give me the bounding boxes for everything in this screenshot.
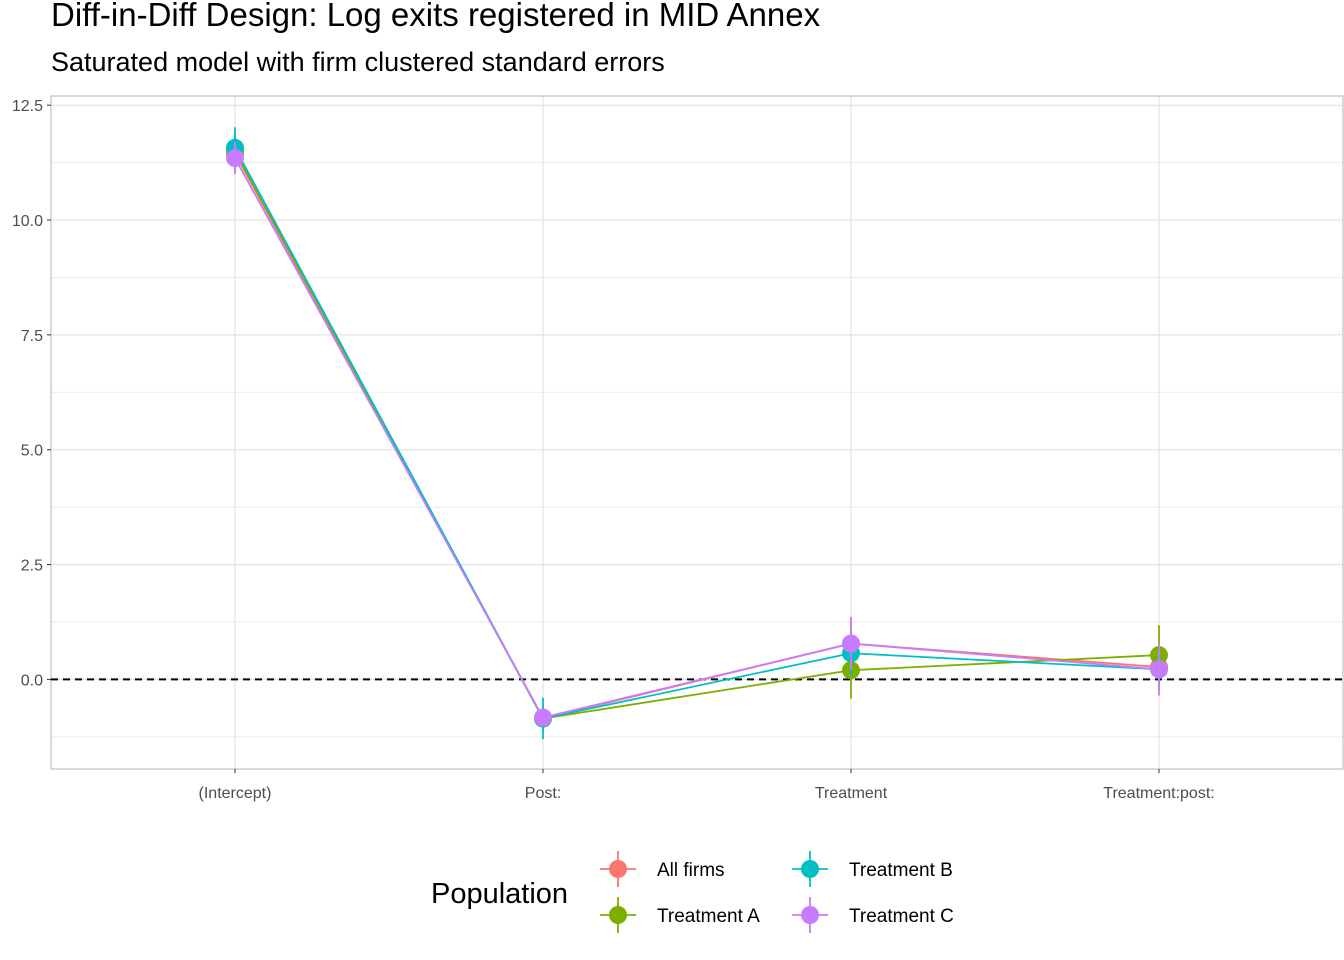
x-tick-label: (Intercept): [199, 785, 272, 802]
legend-key-point: [609, 906, 627, 924]
x-tick-label: Treatment: [815, 785, 888, 802]
legend-label: All firms: [657, 860, 725, 881]
legend-label: Treatment B: [849, 860, 953, 881]
legend-label: Treatment C: [849, 906, 954, 927]
y-axis: 0.0 2.5 5.0 7.5 10.0 12.5: [12, 98, 51, 689]
data-point: [1150, 660, 1168, 679]
panel-border: [50, 95, 1344, 770]
chart-title: Diff-in-Diff Design: Log exits registere…: [51, 0, 821, 33]
series-all-firms: [226, 135, 1168, 730]
legend-item-treatment-b: Treatment B: [792, 851, 953, 887]
legend-item-all-firms: All firms: [600, 851, 725, 887]
x-axis: (Intercept) Post: Treatment Treatment:post:: [199, 769, 1215, 802]
series-layer: [226, 127, 1168, 740]
x-tick-label: Treatment:post:: [1103, 785, 1214, 802]
legend-item-treatment-a: Treatment A: [600, 897, 760, 933]
legend: Population All firms Treatment A Treatment …: [431, 851, 954, 933]
legend-key-point: [801, 860, 819, 878]
y-tick-label: 12.5: [12, 98, 43, 115]
series-treatment-c: [226, 141, 1168, 727]
legend-item-treatment-c: Treatment C: [792, 897, 954, 933]
series-line: [234, 150, 1160, 720]
y-tick-label: 5.0: [21, 443, 43, 460]
y-tick-label: 7.5: [21, 328, 43, 345]
series-line: [234, 152, 1160, 720]
data-point: [842, 634, 860, 653]
chart-subtitle: Saturated model with firm clustered stan…: [51, 47, 665, 77]
data-point: [226, 149, 244, 168]
series-line: [234, 147, 1160, 720]
legend-key-point: [609, 860, 627, 878]
y-tick-label: 2.5: [21, 558, 43, 575]
series-line: [234, 157, 1160, 719]
y-tick-label: 10.0: [12, 213, 43, 230]
legend-title: Population: [431, 878, 568, 910]
series-treatment-a: [226, 132, 1168, 731]
legend-key-point: [801, 906, 819, 924]
legend-label: Treatment A: [657, 906, 760, 927]
y-tick-label: 0.0: [21, 672, 43, 689]
series-treatment-b: [226, 127, 1168, 740]
data-point: [534, 708, 552, 727]
x-tick-label: Post:: [525, 785, 561, 802]
